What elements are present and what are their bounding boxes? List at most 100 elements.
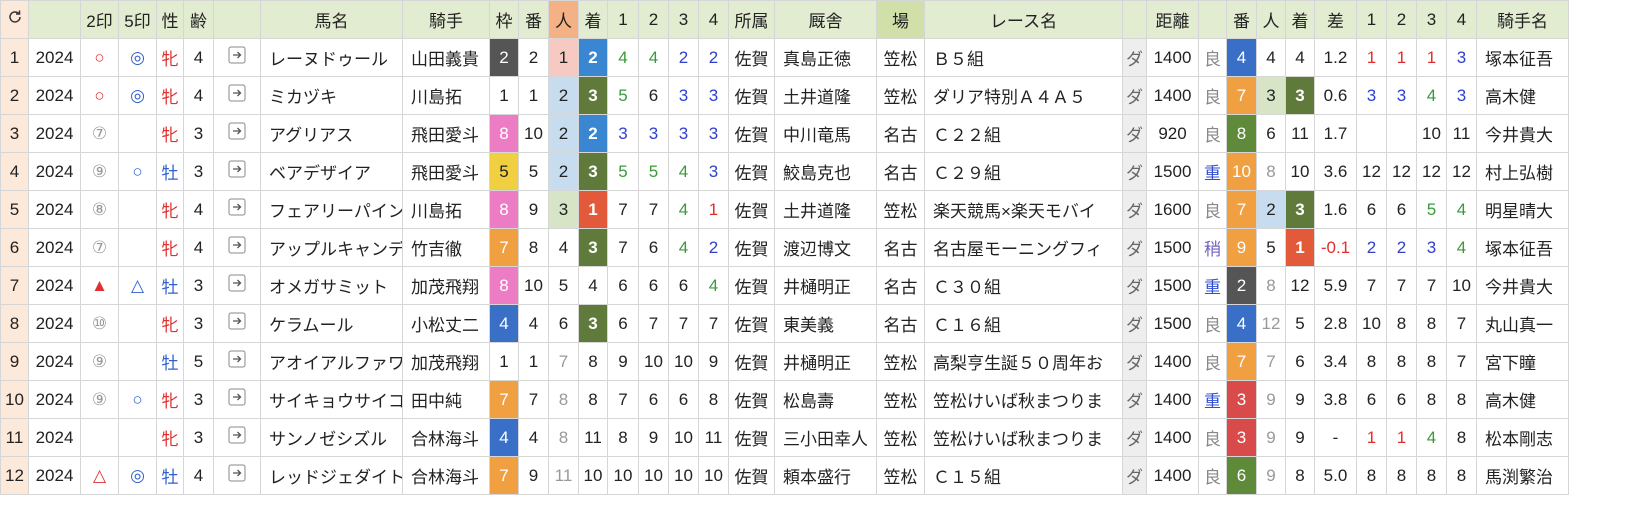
race-number: 3 <box>1226 418 1257 457</box>
mark-2: ⑦ <box>80 228 119 267</box>
mark-5 <box>118 114 157 153</box>
gate: 1 <box>489 76 519 115</box>
sex: 牡 <box>156 456 184 495</box>
horse-name[interactable]: サイキョウサイコウ <box>260 380 403 419</box>
refresh-icon[interactable] <box>7 9 23 25</box>
race-jockey: 明星晴大 <box>1476 190 1569 229</box>
link[interactable] <box>213 304 261 343</box>
mark-2: ⑨ <box>80 342 119 381</box>
link-icon[interactable] <box>228 274 246 292</box>
distance: 1400 <box>1146 380 1199 419</box>
link-icon[interactable] <box>228 464 246 482</box>
number: 9 <box>518 456 549 495</box>
horse-name[interactable]: レッドジェダイト <box>260 456 403 495</box>
horse-name[interactable]: アグリアス <box>260 114 403 153</box>
link[interactable] <box>213 190 261 229</box>
race-jockey: 塚本征吾 <box>1476 38 1569 77</box>
link-icon[interactable] <box>228 350 246 368</box>
horse-name[interactable]: オメガサミット <box>260 266 403 305</box>
link[interactable] <box>213 38 261 77</box>
horse-name[interactable]: ミカヅキ <box>260 76 403 115</box>
jockey: 田中純 <box>402 380 490 419</box>
link[interactable] <box>213 418 261 457</box>
horse-name[interactable]: ベアデザイア <box>260 152 403 191</box>
link[interactable] <box>213 76 261 115</box>
link[interactable] <box>213 380 261 419</box>
race-number: 7 <box>1226 76 1257 115</box>
jockey: 加茂飛翔 <box>402 342 490 381</box>
link[interactable] <box>213 456 261 495</box>
mark-5: ○ <box>118 152 157 191</box>
race-popularity: 5 <box>1256 228 1286 267</box>
year: 2024 <box>28 304 81 343</box>
mark-2: ⑧ <box>80 190 119 229</box>
race-popularity: 9 <box>1256 456 1286 495</box>
mark-5 <box>118 190 157 229</box>
affiliation: 佐賀 <box>728 342 775 381</box>
link-icon[interactable] <box>228 84 246 102</box>
race-popularity: 9 <box>1256 380 1286 419</box>
pos-3: 10 <box>668 418 699 457</box>
venue: 名古 <box>876 114 925 153</box>
header-row-index[interactable] <box>0 0 29 39</box>
gate: 7 <box>489 380 519 419</box>
race-name: Ｃ１５組 <box>924 456 1123 495</box>
link[interactable] <box>213 228 261 267</box>
stable: 真島正徳 <box>774 38 877 77</box>
header-distance: 距離 <box>1146 0 1199 39</box>
pos-3: 10 <box>668 342 699 381</box>
link-icon[interactable] <box>228 388 246 406</box>
sex: 牡 <box>156 342 184 381</box>
link-icon[interactable] <box>228 46 246 64</box>
jockey: 小松丈二 <box>402 304 490 343</box>
horse-name[interactable]: フェアリーパイン <box>260 190 403 229</box>
jockey: 飛田愛斗 <box>402 152 490 191</box>
horse-name[interactable]: ケラムール <box>260 304 403 343</box>
pos-2: 9 <box>638 418 669 457</box>
margin: 2.8 <box>1314 304 1357 343</box>
race-pos-4: 3 <box>1446 38 1477 77</box>
popularity: 7 <box>548 342 579 381</box>
pos-2: 4 <box>638 38 669 77</box>
horse-name[interactable]: サンノゼシズル <box>260 418 403 457</box>
gate: 8 <box>489 114 519 153</box>
link[interactable] <box>213 152 261 191</box>
pos-3: 3 <box>668 76 699 115</box>
header-mark-5: 5印 <box>118 0 157 39</box>
pos-1: 5 <box>607 152 639 191</box>
race-finish: 10 <box>1285 152 1315 191</box>
race-pos-1: 1 <box>1356 38 1387 77</box>
pos-3: 6 <box>668 266 699 305</box>
pos-4: 3 <box>698 114 729 153</box>
link-icon[interactable] <box>228 122 246 140</box>
distance: 1500 <box>1146 228 1199 267</box>
mark-5 <box>118 304 157 343</box>
race-number: 7 <box>1226 190 1257 229</box>
stable: 中川竜馬 <box>774 114 877 153</box>
link[interactable] <box>213 266 261 305</box>
number: 10 <box>518 266 549 305</box>
row-index: 8 <box>0 304 29 343</box>
link[interactable] <box>213 342 261 381</box>
pos-1: 4 <box>607 38 639 77</box>
finish: 1 <box>578 190 608 229</box>
race-finish: 12 <box>1285 266 1315 305</box>
jockey: 飛田愛斗 <box>402 114 490 153</box>
row-index: 12 <box>0 456 29 495</box>
link-icon[interactable] <box>228 160 246 178</box>
link-icon[interactable] <box>228 426 246 444</box>
stable: 渡辺博文 <box>774 228 877 267</box>
horse-name[interactable]: アオイアルファワン <box>260 342 403 381</box>
link[interactable] <box>213 114 261 153</box>
header-pos-3: 3 <box>668 0 699 39</box>
horse-name[interactable]: アップルキャンディ <box>260 228 403 267</box>
popularity: 2 <box>548 76 579 115</box>
row-index: 1 <box>0 38 29 77</box>
race-popularity: 12 <box>1256 304 1286 343</box>
link-icon[interactable] <box>228 198 246 216</box>
race-pos-4: 12 <box>1446 152 1477 191</box>
link-icon[interactable] <box>228 312 246 330</box>
horse-name[interactable]: レーヌドゥール <box>260 38 403 77</box>
link-icon[interactable] <box>228 236 246 254</box>
track: ダ <box>1122 380 1147 419</box>
